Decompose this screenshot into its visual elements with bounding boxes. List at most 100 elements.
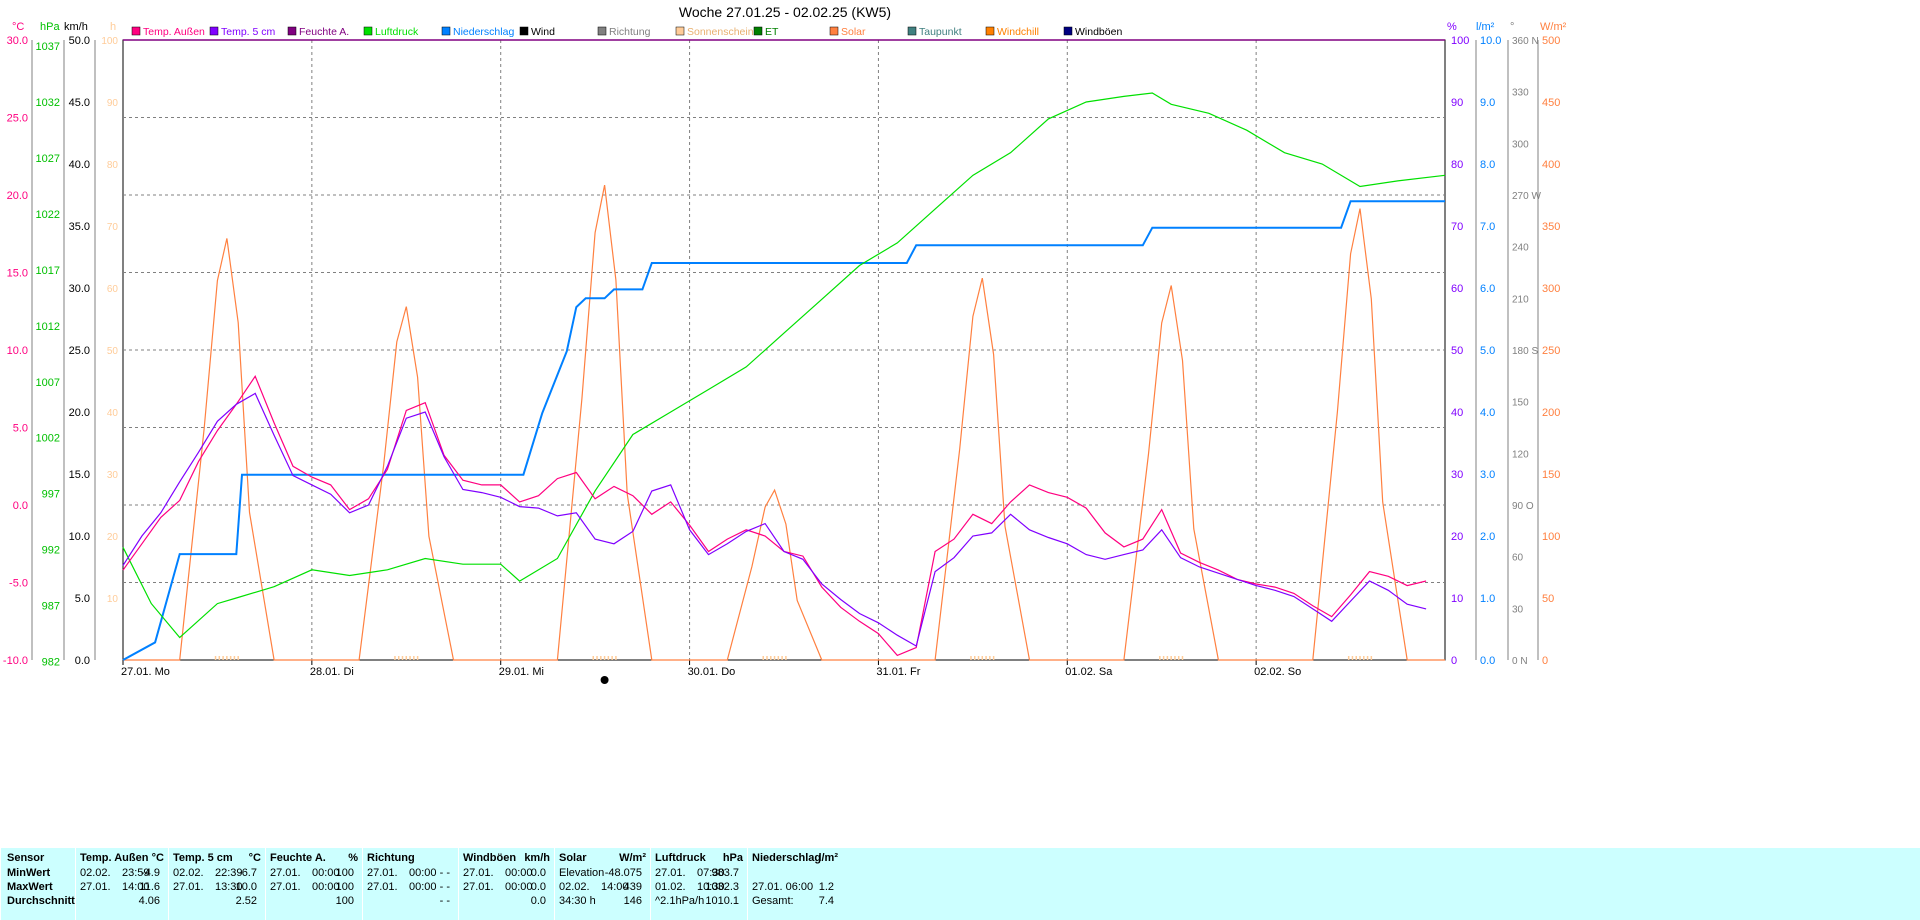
cell-pressure-0-date: 27.01. bbox=[655, 867, 686, 879]
press-tick-1: 1032 bbox=[36, 97, 60, 109]
col-temp_5cm: Temp. 5 cm °C 02.02. 22:39 -6.7 27.01. 13:30 10… bbox=[168, 848, 265, 920]
cell-temp_out-0-value: -4.9 bbox=[141, 867, 160, 879]
wind-tick-10: 0.0 bbox=[75, 655, 90, 667]
press-tick-0: 1037 bbox=[36, 41, 60, 53]
sun-tick-3: 70 bbox=[107, 222, 119, 233]
cell-pressure-2-value: 1010.1 bbox=[705, 895, 739, 907]
cell-temp_5cm-1-value: 10.0 bbox=[235, 881, 257, 893]
header-temp_5cm: Temp. 5 cm bbox=[173, 852, 233, 864]
cell-gusts-1-value: 0.0 bbox=[530, 881, 546, 893]
rain-tick-6: 4.0 bbox=[1480, 407, 1495, 419]
legend-label-4: Niederschlag bbox=[453, 26, 514, 38]
temp-tick-2: 20.0 bbox=[7, 190, 28, 202]
legend-swatch-6 bbox=[597, 26, 607, 36]
rain-line bbox=[122, 200, 1445, 661]
header-sensor: Sensor bbox=[7, 852, 45, 864]
cell-temp_5cm-1-date: 27.01. bbox=[173, 881, 204, 893]
header-rain: Niederschlag bbox=[752, 852, 822, 864]
dir-tick-12: 0 N bbox=[1512, 656, 1528, 667]
dir-tick-11: 30 bbox=[1512, 604, 1524, 615]
cell-humidity-0-date: 27.01. bbox=[270, 867, 301, 879]
rain-tick-1: 9.0 bbox=[1480, 97, 1495, 109]
solar-line bbox=[123, 184, 1445, 661]
cell-temp_out-1-time: 14:00 bbox=[122, 881, 150, 893]
pressure-line bbox=[122, 92, 1446, 639]
solar-tick-4: 300 bbox=[1542, 283, 1560, 295]
axis-unit-dir: ° bbox=[1510, 21, 1514, 33]
cell-pressure-1-date: 01.02. bbox=[655, 881, 686, 893]
cell-humidity-1-date: 27.01. bbox=[270, 881, 301, 893]
temp-tick-4: 10.0 bbox=[7, 345, 28, 357]
rain-tick-8: 2.0 bbox=[1480, 531, 1495, 543]
cell-gusts-1-date: 27.01. bbox=[463, 881, 494, 893]
sun-tick-4: 60 bbox=[107, 284, 119, 295]
dir-tick-7: 150 bbox=[1512, 398, 1529, 409]
cell-solar-2-date: 34:30 h bbox=[559, 895, 596, 907]
hum-tick-2: 80 bbox=[1451, 159, 1463, 171]
legend-label-6: Richtung bbox=[609, 26, 651, 38]
unit-rain: l/m² bbox=[818, 852, 838, 864]
legend-label-8: ET bbox=[765, 26, 779, 38]
hum-tick-8: 20 bbox=[1451, 531, 1463, 543]
temp-tick-6: 0.0 bbox=[13, 500, 28, 512]
press-tick-10: 987 bbox=[42, 601, 60, 613]
header-solar: Solar bbox=[559, 852, 587, 864]
solar-tick-8: 100 bbox=[1542, 531, 1560, 543]
cell-solar-1-date: 02.02. bbox=[559, 881, 590, 893]
hum-tick-10: 0 bbox=[1451, 655, 1457, 667]
wind-tick-5: 25.0 bbox=[69, 345, 90, 357]
hum-tick-9: 10 bbox=[1451, 593, 1463, 605]
col-pressure: Luftdruck hPa 27.01. 07:30 983.7 01.02. 10:30 1… bbox=[650, 848, 747, 920]
cell-gusts-0-time: 00:00 bbox=[505, 867, 533, 879]
cell-temp_out-1-date: 27.01. bbox=[80, 881, 111, 893]
sun-tick-0: 100 bbox=[101, 36, 118, 47]
legend-swatch-8 bbox=[753, 26, 763, 36]
cell-gusts-0-value: 0.0 bbox=[530, 867, 546, 879]
hum-tick-6: 40 bbox=[1451, 407, 1463, 419]
cell-humidity-1-value: 100 bbox=[335, 881, 354, 893]
hum-tick-4: 60 bbox=[1451, 283, 1463, 295]
press-tick-11: 982 bbox=[42, 657, 60, 669]
cell-solar-2-value: 146 bbox=[623, 895, 642, 907]
wind-tick-0: 50.0 bbox=[69, 35, 90, 47]
temp-tick-7: -5.0 bbox=[9, 578, 28, 590]
wind-tick-3: 35.0 bbox=[69, 221, 90, 233]
legend-label-5: Wind bbox=[531, 26, 555, 38]
weather-chart: Woche 27.01.25 - 02.02.25 (KW5) Temp. Auß… bbox=[3, 4, 1567, 684]
legend-label-0: Temp. Außen bbox=[143, 26, 205, 38]
temp-tick-5: 5.0 bbox=[13, 423, 28, 435]
x-label-2: 29.01. Mi bbox=[499, 666, 544, 678]
hum-tick-5: 50 bbox=[1451, 345, 1463, 357]
cell-direction-0-time: 00:00 bbox=[409, 867, 437, 879]
solar-tick-10: 0 bbox=[1542, 655, 1548, 667]
legend-swatch-1 bbox=[209, 26, 219, 36]
legend-swatch-7 bbox=[675, 26, 685, 36]
solar-tick-1: 450 bbox=[1542, 97, 1560, 109]
cell-humidity-0-value: 100 bbox=[335, 867, 354, 879]
solar-tick-7: 150 bbox=[1542, 469, 1560, 481]
sun-tick-9: 10 bbox=[107, 594, 119, 605]
axis-unit-hum: % bbox=[1447, 21, 1457, 33]
x-label-0: 27.01. Mo bbox=[121, 666, 170, 678]
legend-swatch-12 bbox=[1063, 26, 1073, 36]
solar-tick-0: 500 bbox=[1542, 35, 1560, 47]
hum-tick-7: 30 bbox=[1451, 469, 1463, 481]
temp-tick-8: -10.0 bbox=[3, 655, 28, 667]
dir-tick-4: 240 bbox=[1512, 243, 1529, 254]
cell-direction-1-time: 00:00 bbox=[409, 881, 437, 893]
cell-solar-0-date: Elevation bbox=[559, 867, 605, 879]
cell-solar-1-value: 439 bbox=[623, 881, 642, 893]
x-label-6: 02.02. So bbox=[1254, 666, 1301, 678]
cell-gusts-0-date: 27.01. bbox=[463, 867, 494, 879]
hum-tick-3: 70 bbox=[1451, 221, 1463, 233]
cell-rain-2-value: 7.4 bbox=[818, 895, 834, 907]
cell-temp_5cm-2-value: 2.52 bbox=[235, 895, 257, 907]
wind-tick-8: 10.0 bbox=[69, 531, 90, 543]
header-pressure: Luftdruck bbox=[655, 852, 706, 864]
dir-tick-5: 210 bbox=[1512, 294, 1529, 305]
header-temp_out: Temp. Außen bbox=[80, 852, 149, 864]
rain-tick-7: 3.0 bbox=[1480, 469, 1495, 481]
series-line-1 bbox=[122, 392, 1427, 647]
unit-humidity: % bbox=[348, 852, 358, 864]
press-tick-7: 1002 bbox=[36, 433, 60, 445]
